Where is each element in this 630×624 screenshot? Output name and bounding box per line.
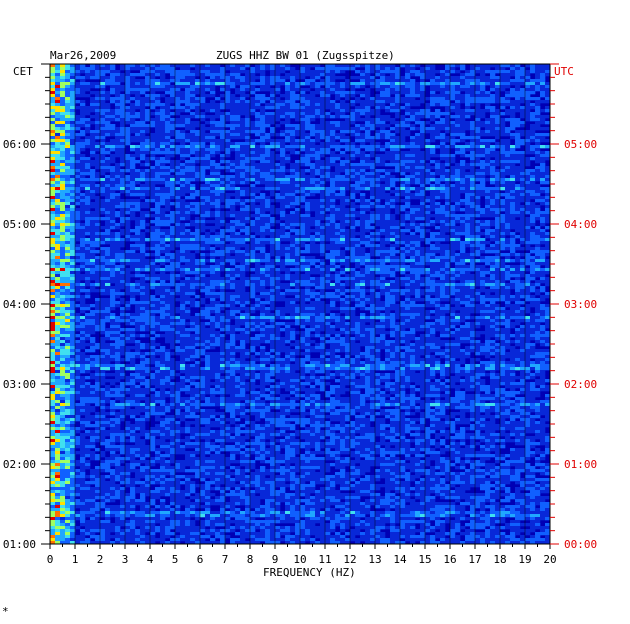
x-tick-label: 4 bbox=[147, 553, 154, 566]
x-tick-label: 10 bbox=[293, 553, 306, 566]
x-tick-label: 13 bbox=[368, 553, 381, 566]
x-tick-label: 1 bbox=[72, 553, 79, 566]
frequency-gridlines bbox=[49, 63, 551, 545]
y-tick-label-right: 01:00 bbox=[564, 458, 597, 471]
x-tick-label: 5 bbox=[172, 553, 179, 566]
x-axis: 0 1 2 3 4 5 6 7 8 9 10 11 12 13 14 15 16 17 18 19 20 bbox=[47, 544, 557, 566]
x-tick-label: 11 bbox=[318, 553, 331, 566]
y-tick-label-right: 02:00 bbox=[564, 378, 597, 391]
chart-date: Mar26,2009 bbox=[50, 49, 116, 62]
y-tick-label-left: 02:00 bbox=[3, 458, 36, 471]
y-tick-label-left: 04:00 bbox=[3, 298, 36, 311]
x-tick-label: 19 bbox=[518, 553, 531, 566]
right-axis-label: UTC bbox=[554, 65, 574, 78]
x-tick-label: 3 bbox=[122, 553, 129, 566]
y-tick-label-left: 05:00 bbox=[3, 218, 36, 231]
x-tick-label: 15 bbox=[418, 553, 431, 566]
x-tick-label: 14 bbox=[393, 553, 407, 566]
x-tick-label: 0 bbox=[47, 553, 54, 566]
y-tick-label-right: 00:00 bbox=[564, 538, 597, 551]
y-tick-label-right: 03:00 bbox=[564, 298, 597, 311]
x-tick-label: 9 bbox=[272, 553, 279, 566]
y-axes: 06:00 05:00 04:00 03:00 02:00 01:00 05:00 04:00… bbox=[3, 63, 597, 551]
x-tick-label: 2 bbox=[97, 553, 104, 566]
y-tick-label-right: 04:00 bbox=[564, 218, 597, 231]
y-tick-label-left: 03:00 bbox=[3, 378, 36, 391]
x-axis-label: FREQUENCY (HZ) bbox=[263, 566, 356, 579]
x-tick-label: 6 bbox=[197, 553, 204, 566]
spectrogram-texture bbox=[50, 64, 551, 545]
x-tick-label: 7 bbox=[222, 553, 229, 566]
x-tick-label: 8 bbox=[247, 553, 254, 566]
footnote-mark: * bbox=[2, 605, 9, 618]
x-tick-label: 20 bbox=[543, 553, 556, 566]
chart-title: ZUGS HHZ BW 01 (Zugsspitze) bbox=[216, 49, 395, 62]
left-axis-label: CET bbox=[13, 65, 33, 78]
y-tick-label-left: 06:00 bbox=[3, 138, 36, 151]
x-tick-label: 16 bbox=[443, 553, 456, 566]
y-tick-label-right: 05:00 bbox=[564, 138, 597, 151]
x-tick-label: 18 bbox=[493, 553, 506, 566]
x-tick-label: 17 bbox=[468, 553, 481, 566]
x-tick-label: 12 bbox=[343, 553, 356, 566]
y-tick-label-left: 01:00 bbox=[3, 538, 36, 551]
